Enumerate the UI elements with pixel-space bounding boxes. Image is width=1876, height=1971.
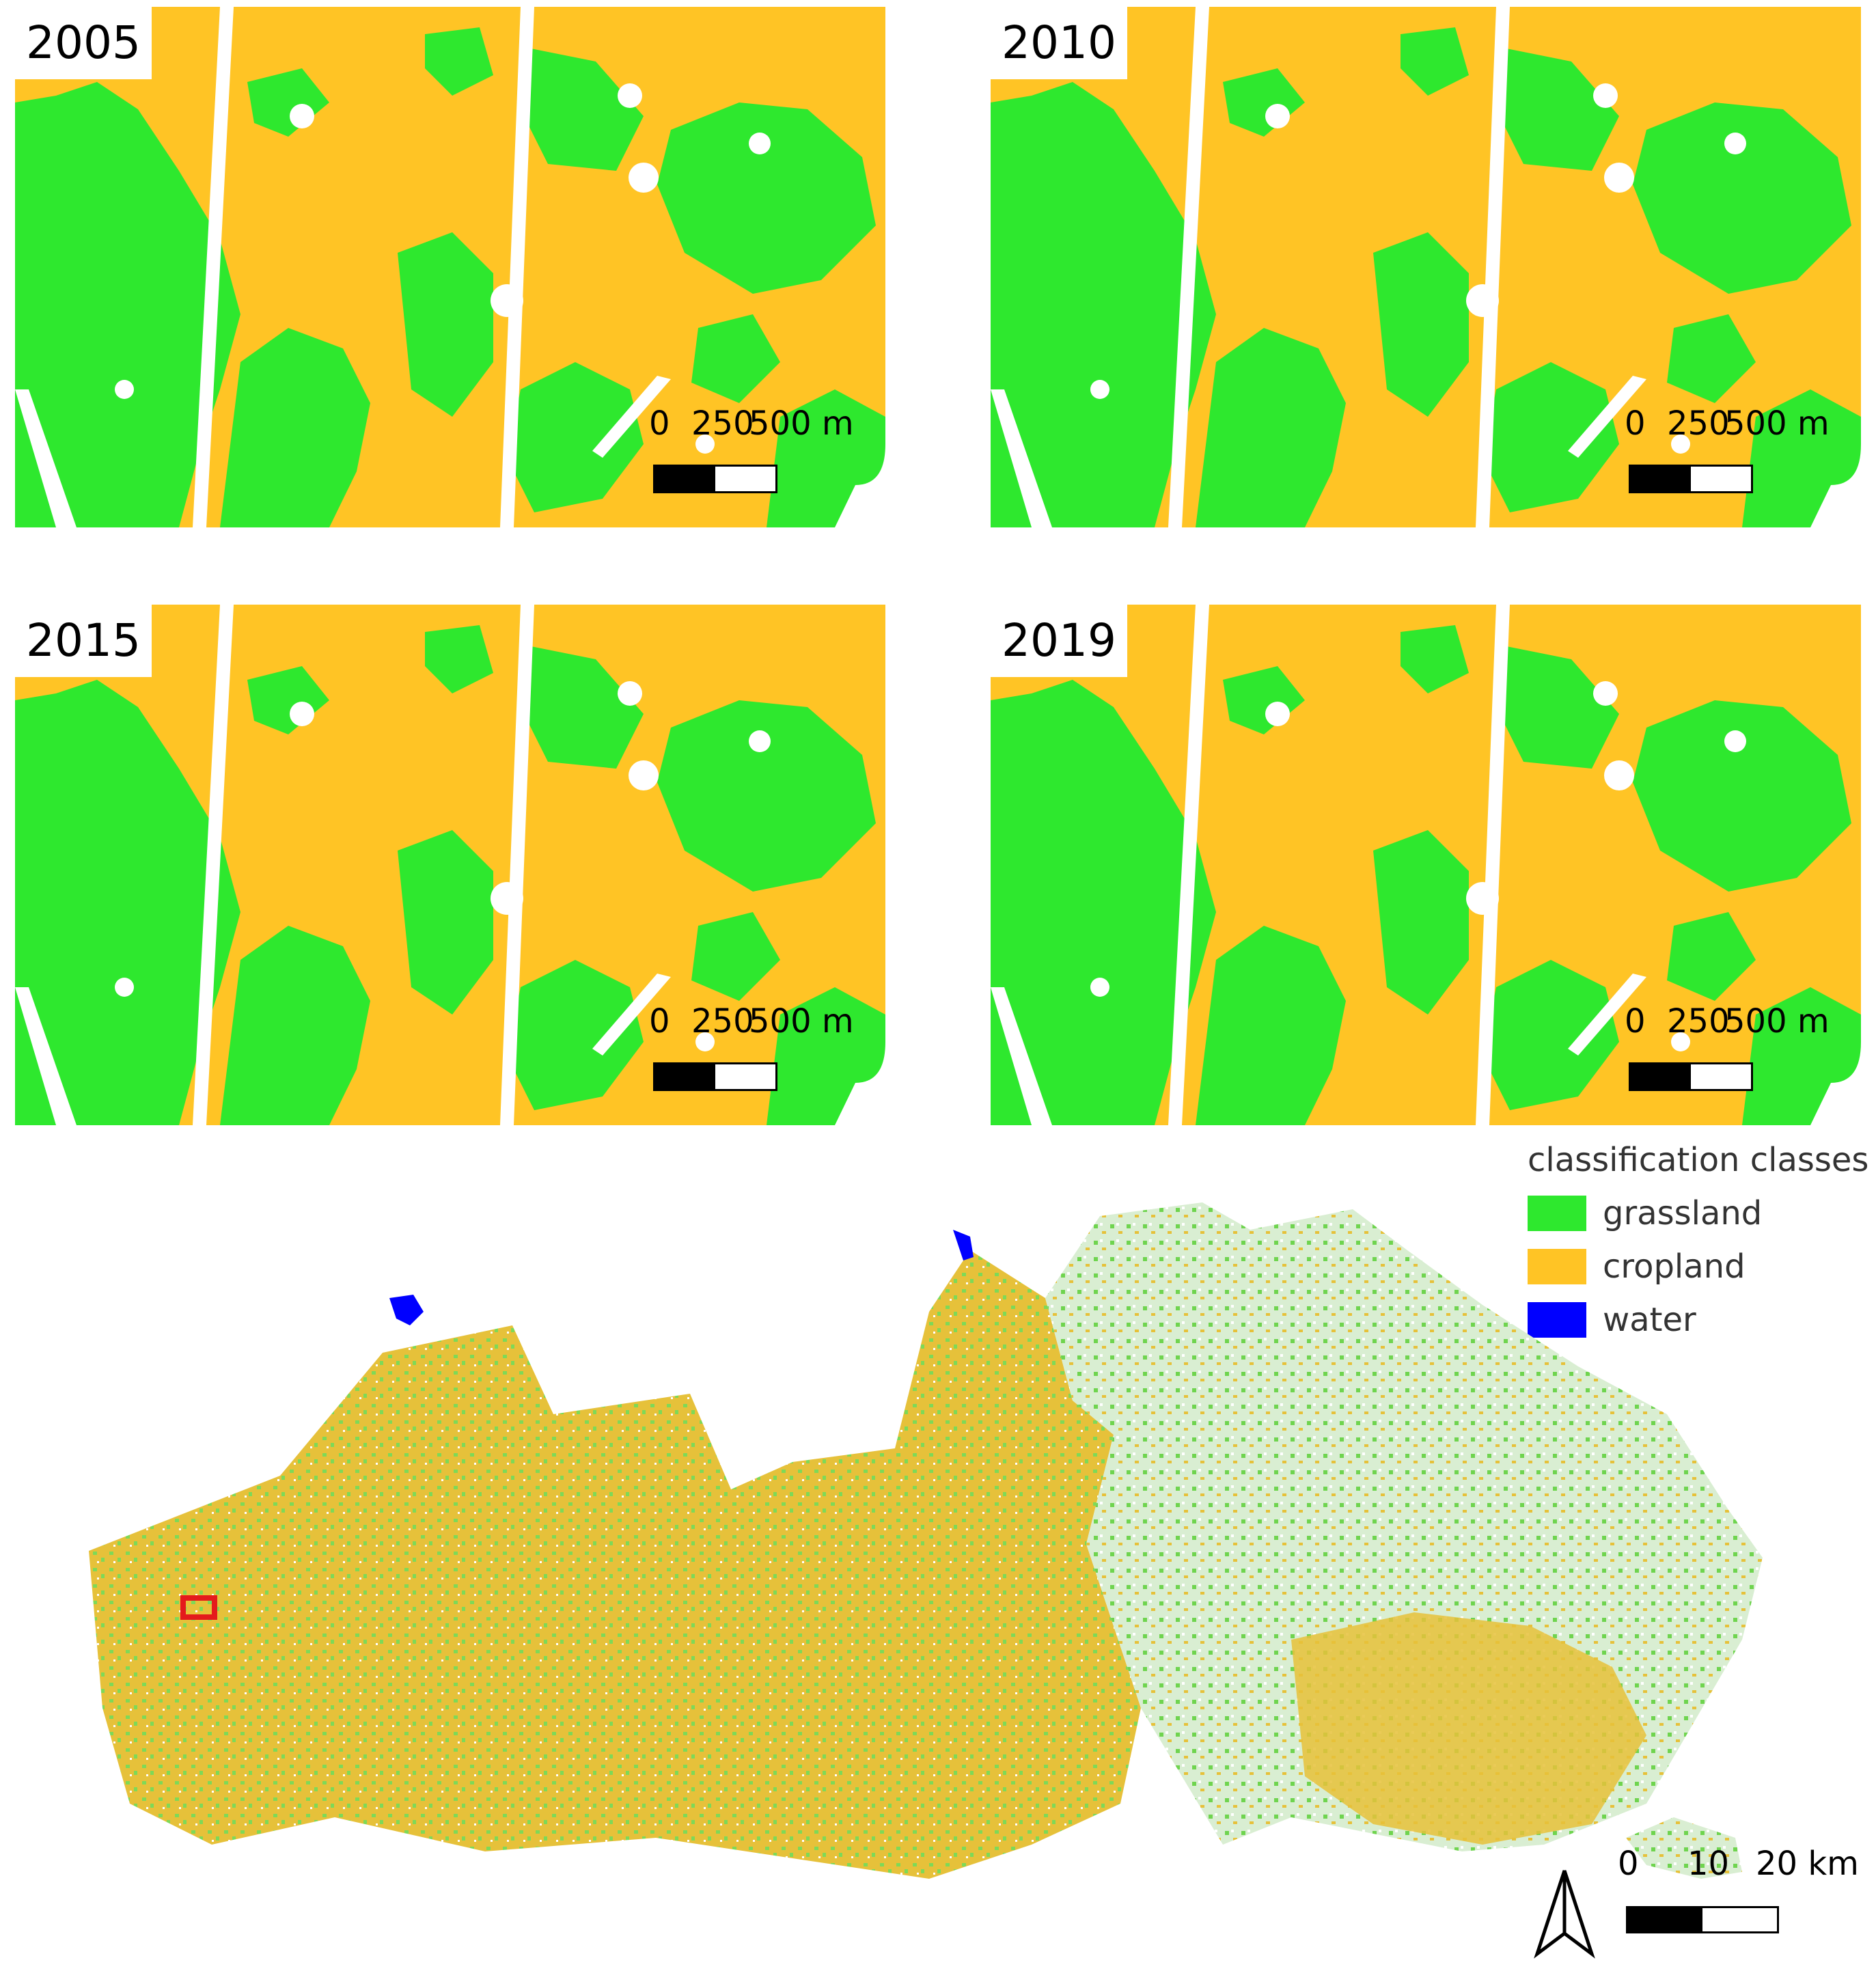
panel-year-label: 2019 (991, 605, 1127, 677)
classification-panel-2005: 2005 0 250 500 m (15, 7, 885, 527)
scale-bar-graphic (653, 1062, 777, 1091)
scale-bar-graphic (1629, 465, 1753, 493)
scale-bar-graphic (653, 465, 777, 493)
scale-label-500: 500 m (1724, 1002, 1830, 1040)
panel-map (15, 7, 885, 527)
panel-map (991, 7, 1861, 527)
km-scale-label-10: 10 (1687, 1845, 1730, 1883)
legend-item-water: water (1528, 1301, 1868, 1339)
classification-panel-2010: 2010 0 250 500 m (991, 7, 1861, 527)
panel-map (991, 605, 1861, 1125)
scale-bar-graphic (1629, 1062, 1753, 1091)
legend-label-water: water (1603, 1301, 1696, 1339)
overview-map (89, 1202, 1763, 1879)
scale-label-500: 500 m (749, 1002, 854, 1040)
scale-label-250: 250 (1667, 404, 1730, 443)
nodata-strips (15, 7, 885, 527)
legend-label-grassland: grassland (1603, 1194, 1763, 1232)
panel-map (15, 605, 885, 1125)
region-small-east (1626, 1817, 1742, 1879)
km-scale-label-0: 0 (1618, 1845, 1639, 1883)
legend-swatch-cropland (1528, 1249, 1586, 1284)
north-arrow-icon (1534, 1870, 1595, 1959)
nodata-strips (991, 7, 1861, 527)
region-west (89, 1250, 1141, 1879)
scale-label-500: 500 m (749, 404, 854, 443)
km-scale-label-20: 20 km (1756, 1845, 1859, 1883)
scale-label-0: 0 (1625, 404, 1646, 443)
classification-panel-2015: 2015 0 250 500 m (15, 605, 885, 1125)
legend-title: classification classes (1528, 1141, 1869, 1179)
water-feature-west (389, 1295, 424, 1325)
panel-year-label: 2015 (15, 605, 152, 677)
region-southeast (1291, 1612, 1646, 1845)
panel-scale-bar: 0 250 500 m (646, 404, 872, 500)
legend-label-cropland: cropland (1603, 1248, 1746, 1286)
scale-label-500: 500 m (1724, 404, 1830, 443)
legend-item-grassland: grassland (1528, 1194, 1868, 1232)
panel-year-label: 2010 (991, 7, 1127, 79)
scale-label-250: 250 (1667, 1002, 1730, 1040)
panel-scale-bar: 0 250 500 m (1622, 404, 1847, 500)
study-area-highlight (180, 1595, 217, 1620)
legend-swatch-water (1528, 1302, 1586, 1338)
water-feature-port (953, 1230, 974, 1260)
panel-scale-bar: 0 250 500 m (646, 1002, 872, 1098)
panel-year-label: 2005 (15, 7, 152, 79)
nodata-strips (15, 605, 885, 1125)
scale-label-0: 0 (649, 404, 670, 443)
overview-scale-bar: 0 10 20 km (1612, 1845, 1872, 1961)
scale-label-250: 250 (691, 404, 754, 443)
scale-label-0: 0 (649, 1002, 670, 1040)
grassland-patches (15, 27, 885, 527)
grassland-patches (991, 27, 1861, 527)
legend-swatch-grassland (1528, 1196, 1586, 1231)
scale-label-250: 250 (691, 1002, 754, 1040)
nodata-strips (991, 605, 1861, 1125)
panel-scale-bar: 0 250 500 m (1622, 1002, 1847, 1098)
legend: classification classes grassland croplan… (1528, 1141, 1868, 1339)
legend-item-cropland: cropland (1528, 1248, 1868, 1286)
scale-label-0: 0 (1625, 1002, 1646, 1040)
km-scale-bar-graphic (1626, 1906, 1779, 1933)
classification-panel-2019: 2019 0 250 500 m (991, 605, 1861, 1125)
